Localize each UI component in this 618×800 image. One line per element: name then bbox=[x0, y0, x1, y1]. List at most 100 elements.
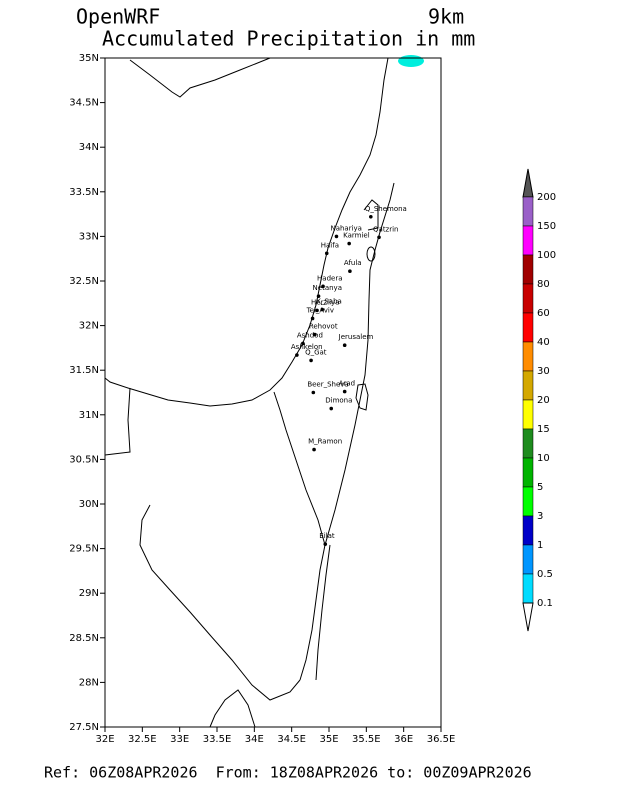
jordan-border bbox=[324, 182, 395, 546]
colorbar-label: 3 bbox=[537, 511, 543, 522]
title: OpenWRF bbox=[76, 5, 160, 29]
city-dot bbox=[323, 542, 328, 546]
city-dot bbox=[309, 358, 313, 363]
colorbar-over bbox=[522, 168, 534, 198]
x-tick-label: 34.5E bbox=[277, 734, 306, 745]
colorbar-box bbox=[522, 457, 534, 488]
egypt-border bbox=[273, 391, 326, 546]
x-tick-label: 35E bbox=[319, 734, 338, 745]
colorbar-box bbox=[522, 341, 534, 372]
city-dot bbox=[301, 341, 305, 346]
y-tick-label: 35N bbox=[79, 53, 99, 64]
colorbar-box bbox=[522, 428, 534, 459]
colorbar-label: 1 bbox=[537, 540, 543, 551]
y-tick-label: 29.5N bbox=[69, 544, 99, 555]
y-tick-label: 34N bbox=[79, 142, 99, 153]
city-label: Qatzrin bbox=[373, 225, 398, 233]
gulf-of-suez bbox=[139, 504, 301, 701]
city-label: Q_Gat bbox=[305, 348, 327, 356]
city-dot bbox=[312, 447, 316, 452]
city-dot bbox=[377, 235, 381, 240]
city-label: Eilat bbox=[319, 532, 335, 540]
city-dot bbox=[320, 307, 325, 312]
colorbar-label: 15 bbox=[537, 424, 550, 435]
colorbar-box bbox=[522, 544, 534, 575]
x-tick-label: 36E bbox=[394, 734, 413, 745]
city-label: Karmiel bbox=[343, 232, 370, 240]
city-label: Beer_Sheva bbox=[307, 381, 348, 389]
red-sea-coast bbox=[209, 689, 256, 728]
dead-sea bbox=[355, 383, 369, 411]
x-tick-label: 36.5E bbox=[427, 734, 456, 745]
city-dot bbox=[329, 406, 334, 411]
turkey-coast bbox=[129, 57, 271, 98]
map-frame bbox=[104, 57, 442, 728]
colorbar-label: 30 bbox=[537, 366, 550, 377]
city-label: Arad bbox=[339, 380, 355, 388]
colorbar-label: 200 bbox=[537, 192, 556, 203]
x-tick-label: 35.5E bbox=[352, 734, 381, 745]
colorbar-label: 10 bbox=[537, 453, 550, 464]
city-dot bbox=[321, 284, 325, 289]
y-tick-label: 32.5N bbox=[69, 276, 99, 287]
x-tick-label: 33E bbox=[170, 734, 189, 745]
city-dot bbox=[369, 214, 373, 219]
city-label: Nahariya bbox=[330, 224, 362, 232]
y-tick-label: 33.5N bbox=[69, 187, 99, 198]
city-label: Afula bbox=[344, 259, 362, 267]
colorbar-box bbox=[522, 225, 534, 256]
y-tick-label: 29N bbox=[79, 588, 99, 599]
city-dot bbox=[324, 251, 329, 256]
resolution: 9km bbox=[428, 5, 464, 29]
y-tick-label: 30.5N bbox=[69, 454, 99, 465]
city-label: Ashdod bbox=[297, 331, 323, 339]
y-tick-label: 28N bbox=[79, 677, 99, 688]
colorbar-box bbox=[522, 486, 534, 517]
geography bbox=[104, 57, 395, 728]
x-tick-label: 34E bbox=[245, 734, 264, 745]
city-dot bbox=[334, 234, 339, 239]
colorbar-label: 0.1 bbox=[537, 598, 553, 609]
x-tick-label: 33.5E bbox=[203, 734, 232, 745]
city-label: Dimona bbox=[325, 397, 352, 405]
city-dot bbox=[347, 241, 351, 246]
city-label: Rehovot bbox=[309, 323, 338, 331]
y-tick-label: 31N bbox=[79, 410, 99, 421]
city-dot bbox=[311, 390, 316, 395]
subtitle: Accumulated Precipitation in mm bbox=[102, 27, 475, 51]
city-dot bbox=[295, 353, 299, 357]
city-label: Herzliya bbox=[311, 298, 339, 306]
colorbar-label: 150 bbox=[537, 221, 556, 232]
colorbar-label: 0.5 bbox=[537, 569, 553, 580]
city-label: Q_Shemona bbox=[365, 205, 407, 213]
colorbar-label: 80 bbox=[537, 279, 550, 290]
y-tick-label: 30N bbox=[79, 499, 99, 510]
y-tick-label: 28.5N bbox=[69, 633, 99, 644]
colorbar-label: 40 bbox=[537, 337, 550, 348]
city-label: Ashkelon bbox=[291, 343, 323, 351]
sea-of-galilee bbox=[366, 246, 376, 262]
city-dot bbox=[316, 294, 321, 298]
suez-canal bbox=[104, 387, 131, 456]
city-dot bbox=[313, 332, 317, 337]
city-dot bbox=[315, 308, 319, 313]
colorbar-box bbox=[522, 196, 534, 227]
colorbar-box bbox=[522, 515, 534, 546]
coastline bbox=[104, 57, 389, 407]
city-dot bbox=[342, 389, 347, 394]
city-label: Tel_Aviv bbox=[306, 306, 334, 314]
city-dot bbox=[342, 343, 347, 348]
y-tick-label: 34.5N bbox=[69, 98, 99, 109]
gulf-of-aqaba bbox=[299, 544, 331, 681]
y-tick-label: 27.5N bbox=[69, 722, 99, 733]
colorbar-label: 100 bbox=[537, 250, 556, 261]
colorbar-box bbox=[522, 254, 534, 285]
city-label: Haifa bbox=[321, 241, 339, 249]
colorbar-box bbox=[522, 573, 534, 604]
colorbar-label: 5 bbox=[537, 482, 543, 493]
colorbar-box bbox=[522, 399, 534, 430]
footer: Ref: 06Z08APR2026 From: 18Z08APR2026 to:… bbox=[44, 764, 532, 782]
city-label: Jerusalem bbox=[338, 333, 374, 341]
x-tick-label: 32E bbox=[95, 734, 114, 745]
